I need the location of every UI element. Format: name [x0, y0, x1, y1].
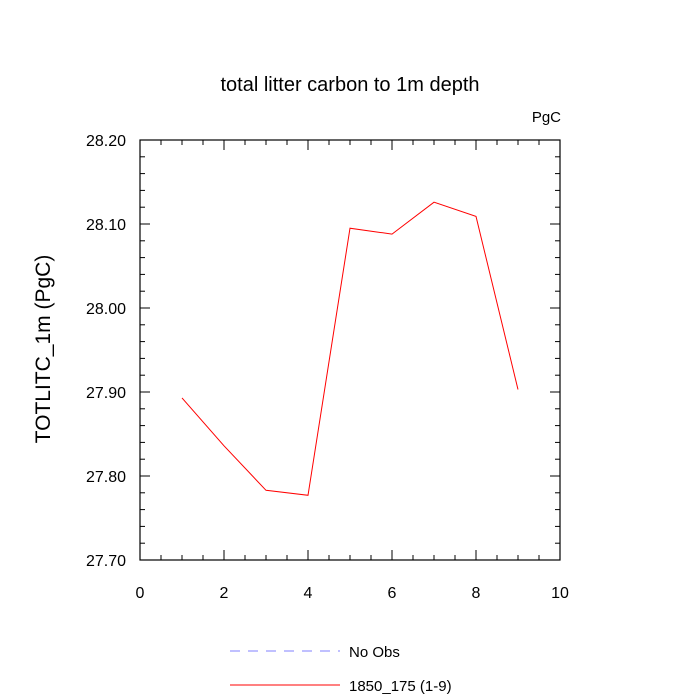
chart-title: total litter carbon to 1m depth: [220, 74, 479, 96]
y-tick-label: 27.70: [86, 553, 126, 570]
axis-ticks: [139, 139, 561, 561]
legend-label: No Obs: [349, 644, 400, 661]
y-tick-label: 28.00: [86, 301, 126, 318]
x-tick-label: 0: [136, 585, 145, 602]
x-tick-label: 4: [304, 585, 313, 602]
x-tick-label: 6: [388, 585, 397, 602]
legend: No Obs 1850_175 (1-9): [230, 644, 452, 695]
axis-tick-labels: 0 2 4 6 8 10 27.70 27.80 27.90 28.00 28.10 28.20: [86, 133, 569, 602]
legend-label: 1850_175 (1-9): [349, 678, 452, 695]
y-tick-label: 28.10: [86, 217, 126, 234]
units-label: PgC: [532, 109, 561, 126]
series-line: [181, 201, 519, 496]
y-tick-label: 27.90: [86, 385, 126, 402]
y-axis-label: TOTLITC_1m (PgC): [32, 255, 55, 444]
y-tick-label: 27.80: [86, 469, 126, 486]
plot-frame: [139, 139, 561, 561]
y-tick-label: 28.20: [86, 133, 126, 150]
x-tick-label: 10: [551, 585, 569, 602]
series-layer: [181, 201, 519, 496]
x-tick-label: 8: [472, 585, 481, 602]
x-tick-label: 2: [220, 585, 229, 602]
